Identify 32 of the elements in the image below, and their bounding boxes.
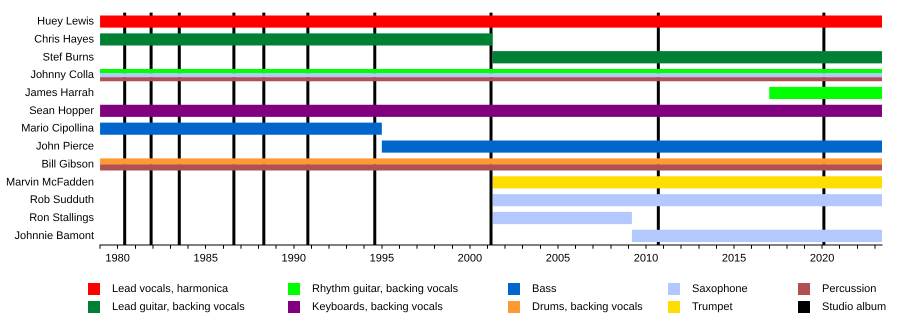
y-tick-label: Johnny Colla [30, 69, 95, 82]
x-tick-label: 1995 [370, 252, 394, 264]
legend-label: Percussion [822, 283, 876, 295]
y-tick-label: Chris Hayes [34, 33, 95, 46]
x-tick-label: 2010 [634, 252, 658, 264]
x-tick-label: 1980 [105, 252, 130, 264]
y-tick-label: Johnnie Bamont [14, 230, 94, 242]
legend-label: Bass [532, 283, 556, 295]
y-tick-label: Stef Burns [42, 51, 95, 64]
y-tick-label: John Pierce [36, 140, 94, 153]
x-tick-label: 2015 [722, 252, 746, 264]
legend-label: Drums, backing vocals [532, 301, 643, 313]
y-tick-label: Huey Lewis [37, 16, 95, 28]
x-tick-label: 2005 [546, 252, 570, 264]
y-tick-label: Sean Hopper [29, 104, 94, 117]
y-tick-label: Rob Sudduth [30, 194, 94, 206]
legend-label: Keyboards, backing vocals [312, 301, 443, 313]
y-tick-label: Marvin McFadden [6, 176, 94, 188]
y-tick-label: Mario Cipollina [21, 122, 95, 135]
x-tick-label: 2000 [458, 252, 482, 264]
legend-label: Trumpet [692, 301, 733, 313]
x-tick-label: 1990 [282, 252, 306, 264]
legend-label: Studio album [822, 301, 886, 313]
legend-label: Lead guitar, backing vocals [112, 301, 245, 313]
x-tick-label: 2020 [810, 252, 834, 264]
legend-label: Rhythm guitar, backing vocals [312, 283, 458, 295]
y-tick-label: Bill Gibson [41, 158, 94, 170]
legend-label: Saxophone [692, 283, 748, 295]
y-tick-label: Ron Stallings [29, 212, 95, 224]
x-tick-label: 1985 [193, 252, 218, 264]
y-tick-label: James Harrah [24, 87, 94, 100]
legend-label: Lead vocals, harmonica [112, 283, 228, 295]
